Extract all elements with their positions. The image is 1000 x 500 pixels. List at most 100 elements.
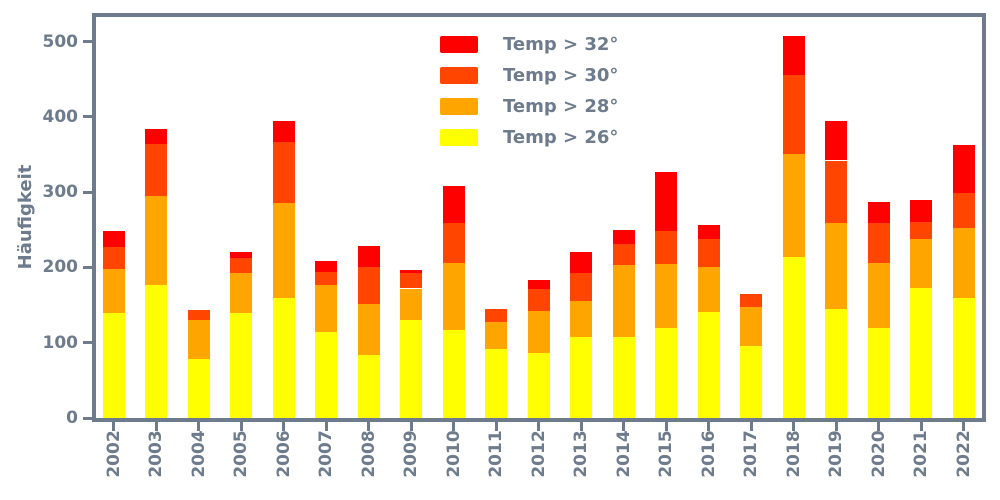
- x-tick-label-2009: 2009: [401, 430, 421, 478]
- bar-2013-28deg-segment: [570, 301, 592, 338]
- bar-2008-28deg-segment: [357, 304, 380, 355]
- bar-2012-30deg-segment: [527, 289, 550, 312]
- y-tick-label: 300: [42, 182, 79, 203]
- x-tick: [664, 422, 668, 431]
- bar-2022-32deg-segment: [952, 144, 975, 193]
- y-tick-label: 100: [42, 332, 79, 353]
- x-tick-label-2002: 2002: [103, 430, 124, 478]
- y-tick: [83, 40, 92, 43]
- legend-item: Temp > 28°: [440, 91, 618, 122]
- bar-2005-32deg-segment: [230, 252, 252, 259]
- bar-2010-28deg-segment: [442, 262, 465, 330]
- x-tick-label-2016: 2016: [698, 430, 719, 478]
- legend-item: Temp > 30°: [440, 60, 618, 91]
- bar-2004-28deg-segment: [187, 320, 210, 360]
- bar-2010-32deg-segment: [442, 186, 465, 223]
- x-tick-label-2011: 2011: [486, 430, 506, 478]
- bar-2010-26deg-segment: [442, 329, 465, 418]
- x-tick-label-2003: 2003: [146, 430, 166, 478]
- legend-label: Temp > 28°: [503, 96, 619, 117]
- x-tick: [409, 422, 413, 431]
- x-tick-label-2017: 2017: [741, 430, 761, 478]
- bar-2005-26deg-segment: [230, 313, 252, 418]
- bar-2017-30deg-segment: [740, 293, 762, 307]
- x-tick-label-2021: 2021: [911, 430, 931, 478]
- x-tick-label-2020: 2020: [868, 430, 889, 478]
- bar-2003-32deg-segment: [145, 128, 167, 144]
- bar-2013-32deg-segment: [570, 252, 592, 274]
- bar-2011-30deg-segment: [485, 308, 507, 323]
- x-tick: [537, 422, 540, 431]
- plot-area: [96, 17, 982, 418]
- bar-2002-30deg-segment: [102, 247, 125, 269]
- plot-axes-box: [92, 13, 986, 422]
- bar-2022-26deg-segment: [952, 297, 975, 418]
- y-tick-label: 0: [66, 408, 78, 428]
- bar-2002-32deg-segment: [102, 231, 125, 248]
- bar-2002-28deg-segment: [102, 268, 125, 313]
- bar-2019-30deg-segment: [825, 160, 847, 223]
- legend-swatch: [440, 67, 478, 84]
- bar-2020-28deg-segment: [867, 262, 890, 328]
- bar-2019-28deg-segment: [825, 223, 847, 309]
- bar-2022-28deg-segment: [952, 227, 975, 298]
- bar-2018-28deg-segment: [782, 153, 805, 257]
- bar-2006-30deg-segment: [272, 142, 295, 203]
- bar-2012-26deg-segment: [527, 352, 550, 418]
- x-tick-label-2005: 2005: [231, 430, 251, 478]
- bar-2015-26deg-segment: [655, 327, 677, 418]
- x-tick: [707, 422, 710, 431]
- bar-2005-28deg-segment: [230, 272, 252, 314]
- x-tick: [239, 422, 243, 431]
- bar-2010-30deg-segment: [442, 222, 465, 263]
- x-tick: [749, 422, 753, 431]
- y-tick: [83, 416, 92, 420]
- y-tick: [83, 341, 92, 345]
- bar-2009-26deg-segment: [400, 320, 422, 418]
- bar-2016-26deg-segment: [697, 311, 720, 418]
- bar-2007-30deg-segment: [315, 271, 337, 285]
- bar-2020-26deg-segment: [867, 327, 890, 418]
- bar-2020-30deg-segment: [867, 222, 890, 263]
- bar-2009-32deg-segment: [400, 270, 422, 273]
- bar-2018-32deg-segment: [782, 36, 805, 76]
- bar-2002-26deg-segment: [102, 312, 125, 418]
- bar-2014-30deg-segment: [612, 244, 635, 266]
- x-tick: [622, 422, 625, 431]
- bar-2021-30deg-segment: [910, 222, 932, 239]
- bar-2006-32deg-segment: [272, 120, 295, 143]
- x-tick-label-2022: 2022: [953, 430, 974, 478]
- bar-2016-30deg-segment: [697, 238, 720, 267]
- bar-2018-30deg-segment: [782, 75, 805, 154]
- y-tick: [83, 190, 92, 194]
- x-tick-label-2018: 2018: [783, 430, 804, 478]
- bar-2022-30deg-segment: [952, 192, 975, 228]
- legend-label: Temp > 26°: [503, 127, 619, 148]
- bar-2017-26deg-segment: [740, 346, 762, 418]
- bar-2006-26deg-segment: [272, 298, 295, 418]
- bar-2013-30deg-segment: [570, 273, 592, 302]
- bar-2003-26deg-segment: [145, 284, 167, 418]
- y-tick-label: 400: [42, 106, 79, 127]
- bar-2008-30deg-segment: [357, 266, 380, 305]
- x-tick: [919, 422, 923, 431]
- bar-2019-26deg-segment: [825, 308, 847, 418]
- x-tick-label-2019: 2019: [826, 430, 846, 478]
- x-tick: [579, 422, 583, 431]
- x-tick: [197, 422, 200, 431]
- x-tick: [452, 422, 455, 431]
- bar-2015-30deg-segment: [655, 230, 677, 265]
- bar-2007-26deg-segment: [315, 332, 337, 418]
- bar-2018-26deg-segment: [782, 256, 805, 418]
- legend-swatch: [440, 98, 478, 115]
- bar-2019-32deg-segment: [825, 120, 847, 161]
- x-tick-label-2006: 2006: [273, 430, 294, 478]
- bar-2008-26deg-segment: [357, 354, 380, 418]
- x-tick-label-2008: 2008: [358, 430, 379, 478]
- x-tick: [282, 422, 285, 431]
- x-tick-label-2013: 2013: [571, 430, 591, 478]
- x-tick: [494, 422, 498, 431]
- x-tick-label-2012: 2012: [528, 430, 549, 478]
- x-tick-label-2007: 2007: [316, 430, 336, 478]
